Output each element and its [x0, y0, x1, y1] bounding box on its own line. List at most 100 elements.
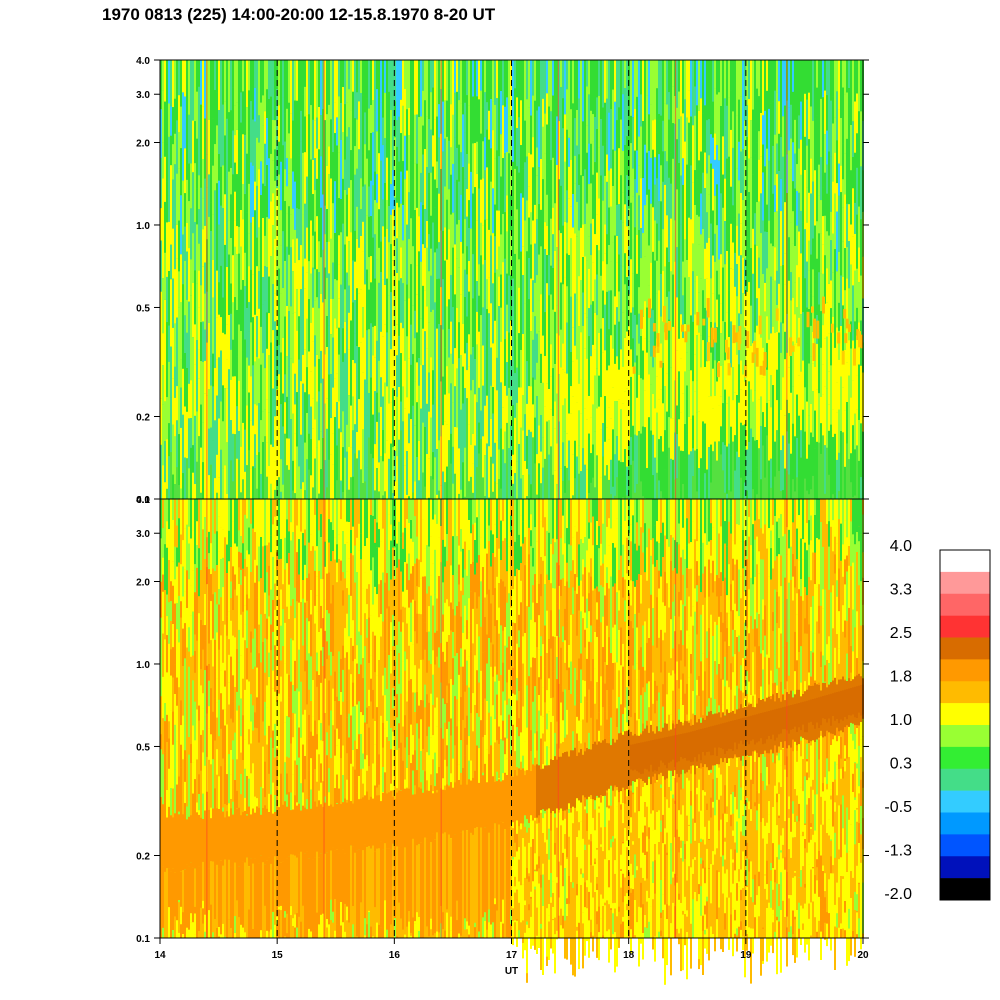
upper-streak	[826, 164, 828, 194]
upper-streak	[448, 60, 450, 89]
upper-streak	[796, 342, 798, 395]
upper-streak	[422, 328, 424, 366]
upper-streak	[598, 96, 600, 148]
lower-streak	[322, 647, 324, 667]
upper-streak	[776, 331, 778, 370]
lower-streak	[334, 559, 336, 593]
upper-streak	[418, 251, 420, 298]
upper-streak	[496, 357, 498, 391]
lower-streak	[298, 908, 300, 933]
lower-fill	[190, 862, 192, 914]
upper-streak	[166, 60, 168, 96]
upper-streak	[248, 90, 250, 132]
upper-streak	[678, 119, 680, 163]
upper-streak	[774, 134, 776, 186]
lower-streak	[250, 499, 252, 524]
upper-streak	[366, 98, 368, 159]
lower-streak	[322, 933, 324, 938]
upper-streak	[210, 163, 212, 203]
upper-streak	[722, 207, 724, 268]
upper-streak	[716, 184, 718, 226]
upper-streak	[532, 167, 534, 221]
upper-streak	[644, 60, 646, 105]
upper-streak	[592, 344, 594, 405]
upper-orange-patch	[858, 331, 861, 348]
upper-streak	[372, 458, 374, 499]
upper-streak	[742, 425, 744, 466]
lower-streak	[160, 696, 162, 735]
upper-streak	[790, 343, 792, 393]
upper-streak	[218, 60, 220, 111]
upper-streak	[842, 87, 844, 144]
upper-streak	[320, 431, 322, 470]
lower-streak	[214, 592, 216, 640]
upper-streak	[532, 137, 534, 168]
upper-streak	[792, 423, 794, 480]
upper-streak	[268, 99, 270, 159]
upper-streak	[382, 60, 384, 118]
upper-streak	[244, 471, 246, 499]
upper-streak	[164, 60, 166, 102]
upper-streak	[606, 181, 608, 235]
upper-streak	[392, 388, 394, 448]
upper-streak	[762, 144, 764, 173]
lower-streak	[248, 681, 250, 730]
upper-streak	[314, 120, 316, 159]
upper-streak	[482, 60, 484, 108]
upper-streak	[646, 416, 648, 469]
upper-streak	[430, 92, 432, 130]
band-segment	[274, 811, 276, 857]
lower-streak	[242, 499, 244, 544]
upper-streak	[644, 460, 646, 498]
upper-streak	[500, 428, 502, 489]
lower-streak	[318, 632, 320, 675]
lower-fill	[228, 859, 230, 920]
lower-streak	[208, 680, 210, 707]
upper-streak	[286, 246, 288, 306]
upper-streak	[556, 60, 558, 117]
upper-streak	[310, 220, 312, 274]
lower-streak	[298, 602, 300, 650]
lower-streak	[282, 917, 284, 938]
upper-streak	[424, 399, 426, 427]
lower-streak	[228, 561, 230, 612]
upper-streak	[830, 308, 832, 366]
lower-streak	[332, 725, 334, 754]
upper-streak	[212, 60, 214, 119]
lower-streak	[222, 709, 224, 759]
upper-streak	[474, 187, 476, 246]
upper-streak	[462, 290, 464, 324]
upper-streak	[808, 60, 810, 93]
upper-streak	[704, 105, 706, 153]
lower-streak	[318, 921, 320, 938]
upper-streak	[798, 192, 800, 232]
upper-streak	[512, 161, 514, 210]
upper-orange-patch	[763, 352, 767, 368]
upper-streak	[752, 174, 754, 229]
upper-streak	[800, 457, 802, 499]
upper-streak	[646, 389, 648, 417]
upper-streak	[376, 89, 378, 132]
upper-streak	[658, 290, 660, 344]
upper-streak	[496, 440, 498, 484]
upper-streak	[444, 227, 446, 261]
lower-streak	[320, 499, 322, 515]
upper-orange-patch	[806, 311, 810, 328]
upper-streak	[714, 395, 716, 442]
upper-streak	[274, 60, 276, 121]
upper-streak	[334, 378, 336, 418]
upper-streak	[296, 60, 298, 101]
lower-streak	[188, 754, 190, 801]
lower-fill	[238, 866, 240, 918]
lower-streak	[338, 559, 340, 590]
lower-streak	[222, 662, 224, 710]
lower-fill	[188, 866, 190, 930]
upper-streak	[660, 316, 662, 344]
upper-streak	[480, 410, 482, 439]
upper-streak	[420, 491, 422, 499]
lower-streak	[178, 687, 180, 715]
upper-streak	[180, 195, 182, 255]
upper-streak	[504, 309, 506, 340]
upper-streak	[738, 364, 740, 403]
upper-streak	[302, 482, 304, 499]
